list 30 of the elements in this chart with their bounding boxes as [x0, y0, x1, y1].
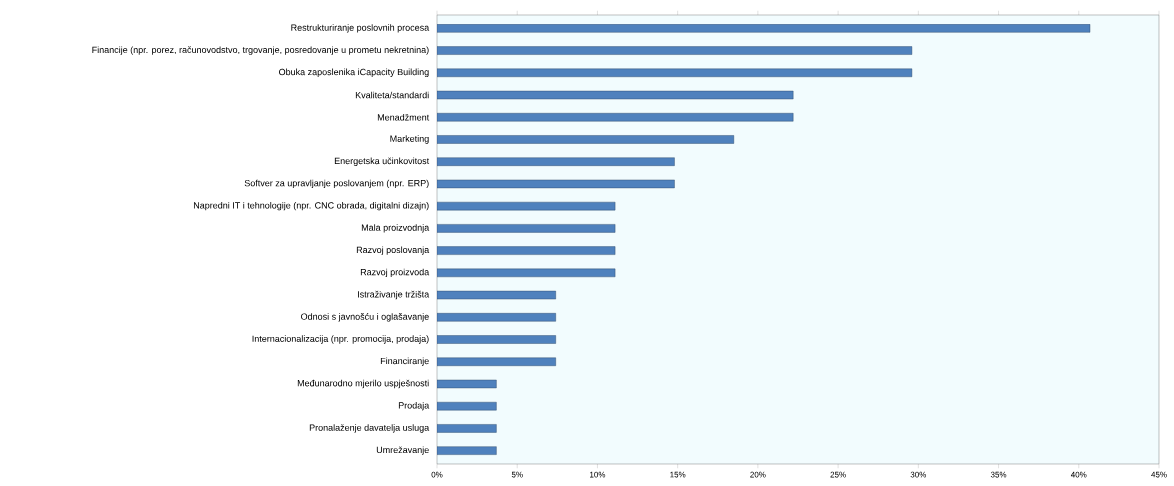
y-tick-label: Financije (npr. porez, računovodstvo, trgovanje, posredovanje u prometu nekretnina): [92, 46, 429, 55]
x-tick-label: 45%: [1151, 471, 1167, 478]
y-tick-label: Mala proizvodnja: [361, 224, 430, 233]
x-tick-label: 10%: [590, 471, 606, 478]
y-tick-label: Prodaja: [398, 402, 430, 411]
x-tick-label: 20%: [750, 471, 766, 478]
x-tick-label: 25%: [830, 471, 846, 478]
y-tick-label: Energetska učinkovitost: [334, 157, 430, 166]
y-tick-label: Istraživanje tržišta: [358, 290, 430, 300]
y-tick-label: Obuka zaposlenika iCapacity Building: [279, 68, 429, 77]
y-tick-label: Pronalaženje davatelja usluga: [309, 424, 430, 433]
x-tick-label: 40%: [1070, 471, 1087, 478]
x-tick-label: 30%: [910, 471, 927, 478]
y-tick-label: Kvaliteta/standardi: [355, 91, 429, 99]
y-tick-label: Razvoj proizvoda: [360, 268, 430, 278]
x-tick-label: 5%: [511, 471, 523, 478]
y-tick-label: Marketing: [390, 135, 429, 144]
y-tick-label: Odnosi s javnošću i oglašavanje: [301, 313, 429, 322]
y-tick-label: Restrukturiranje poslovnih procesa: [291, 24, 430, 33]
y-tick-label: Menadžment: [377, 113, 430, 121]
y-tick-label: Financiranje: [380, 357, 429, 366]
x-tick-label: 35%: [990, 471, 1007, 478]
y-tick-label: Razvoj poslovanja: [356, 246, 430, 255]
y-tick-label: Internacionalizacija (npr. promocija, prodaja): [252, 335, 429, 344]
y-tick-label: Napredni IT i tehnologije (npr. CNC obrada, digitalni dizajn): [193, 201, 429, 211]
x-tick-label: 15%: [670, 471, 686, 478]
y-tick-label: Umrežavanje: [376, 446, 429, 455]
y-tick-label: Softver za upravljanje poslovanjem (npr. ERP): [244, 179, 429, 189]
y-tick-label: Međunarodno mjerilo uspješnosti: [297, 379, 429, 389]
x-tick-label: 0%: [431, 471, 443, 478]
